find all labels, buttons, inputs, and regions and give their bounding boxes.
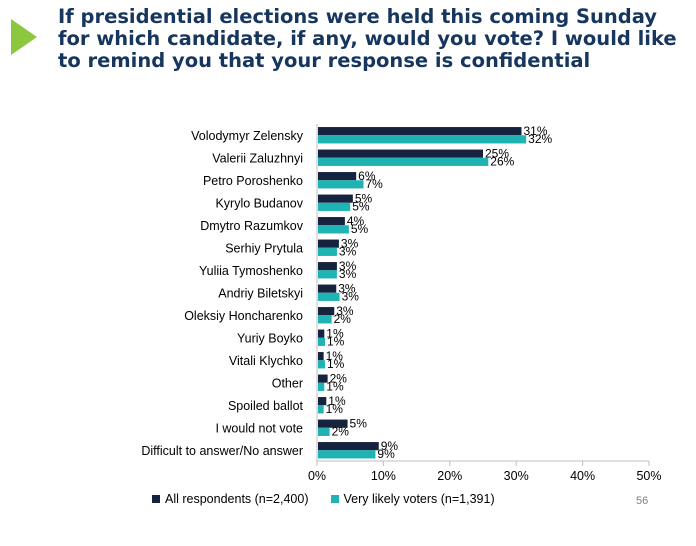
data-label: 2% <box>332 424 350 438</box>
category-label: Yuliia Tymoshenko <box>199 264 303 278</box>
category-label: Petro Poroshenko <box>203 174 303 188</box>
bar-very-likely-voters <box>318 360 325 369</box>
x-tick-label: 40% <box>570 469 595 483</box>
title-line-2: for which candidate, if any, would you v… <box>58 27 677 50</box>
bar-all-respondents <box>318 284 337 293</box>
data-label: 3% <box>336 304 354 318</box>
legend-label-all-respondents: All respondents (n=2,400) <box>165 492 309 506</box>
bar-all-respondents <box>318 397 327 406</box>
bar-very-likely-voters <box>318 135 527 144</box>
bar-very-likely-voters <box>318 427 330 436</box>
category-label: Dmytro Razumkov <box>200 219 304 233</box>
category-label: Volodymyr Zelensky <box>191 129 304 143</box>
category-label: Other <box>272 376 303 390</box>
data-label: 3% <box>341 236 359 250</box>
green-arrow-icon <box>11 19 37 55</box>
category-label: Yuriy Boyko <box>237 331 303 345</box>
x-tick-label: 30% <box>504 469 529 483</box>
data-label: 5% <box>355 191 373 205</box>
bar-very-likely-voters <box>318 270 337 279</box>
bar-all-respondents <box>318 307 335 316</box>
data-label: 3% <box>339 244 357 258</box>
bar-very-likely-voters <box>318 225 349 234</box>
chart-legend: All respondents (n=2,400) Very likely vo… <box>152 492 517 506</box>
data-label: 6% <box>358 169 376 183</box>
x-tick-label: 20% <box>437 469 462 483</box>
data-label: 1% <box>326 326 344 340</box>
category-label: Spoiled ballot <box>228 399 304 413</box>
bar-very-likely-voters <box>318 292 340 301</box>
bar-all-respondents <box>318 262 337 271</box>
data-label: 3% <box>339 267 357 281</box>
bar-very-likely-voters <box>318 405 324 414</box>
data-label: 5% <box>352 199 370 213</box>
bar-all-respondents <box>318 442 379 451</box>
bar-all-respondents <box>318 419 348 428</box>
bar-very-likely-voters <box>318 382 325 391</box>
data-label: 4% <box>347 214 365 228</box>
page-number: 56 <box>636 495 649 507</box>
data-label: 32% <box>528 132 552 146</box>
category-label: Andriy Biletskyi <box>218 286 303 300</box>
data-label: 3% <box>339 259 357 273</box>
bar-all-respondents <box>318 194 353 203</box>
data-label: 3% <box>338 281 356 295</box>
category-label: Difficult to answer/No answer <box>141 444 303 458</box>
data-label: 3% <box>342 289 360 303</box>
bar-all-respondents <box>318 172 357 181</box>
bar-all-respondents <box>318 239 339 248</box>
data-label: 9% <box>377 447 395 461</box>
category-label: Vitali Klychko <box>229 354 303 368</box>
title-line-1: If presidential elections were held this… <box>58 5 658 28</box>
legend-label-very-likely-voters: Very likely voters (n=1,391) <box>343 492 495 506</box>
x-tick-label: 50% <box>636 469 661 483</box>
data-label: 25% <box>485 146 509 160</box>
bar-all-respondents <box>318 217 345 226</box>
bar-all-respondents <box>318 149 483 158</box>
legend-item-all-respondents: All respondents (n=2,400) <box>152 492 309 506</box>
bar-all-respondents <box>318 374 328 383</box>
data-label: 31% <box>524 124 548 138</box>
data-label: 7% <box>365 177 383 191</box>
bar-all-respondents <box>318 127 522 136</box>
legend-swatch-all-respondents <box>152 495 160 503</box>
data-label: 2% <box>330 371 348 385</box>
data-label: 5% <box>351 222 369 236</box>
legend-swatch-very-likely-voters <box>330 495 339 503</box>
bar-very-likely-voters <box>318 157 489 166</box>
category-label: Kyrylo Budanov <box>215 196 303 210</box>
x-tick-label: 10% <box>371 469 396 483</box>
bar-all-respondents <box>318 329 325 338</box>
data-label: 1% <box>328 394 346 408</box>
x-tick-label: 0% <box>308 469 326 483</box>
bar-very-likely-voters <box>318 337 325 346</box>
data-label: 1% <box>326 402 344 416</box>
data-label: 1% <box>326 379 344 393</box>
category-label: Serhiy Prytula <box>225 241 303 255</box>
category-label: Oleksiy Honcharenko <box>184 309 303 323</box>
bar-very-likely-voters <box>318 202 351 211</box>
bar-very-likely-voters <box>318 247 337 256</box>
data-label: 1% <box>326 349 344 363</box>
bar-very-likely-voters <box>318 315 332 324</box>
legend-item-very-likely-voters: Very likely voters (n=1,391) <box>330 492 495 506</box>
bar-very-likely-voters <box>318 450 376 459</box>
bar-very-likely-voters <box>318 180 364 189</box>
data-label: 9% <box>381 439 399 453</box>
bar-all-respondents <box>318 352 324 361</box>
slide-title: If presidential elections were held this… <box>58 6 678 72</box>
data-label: 2% <box>334 312 352 326</box>
data-label: 1% <box>327 357 345 371</box>
data-label: 1% <box>327 334 345 348</box>
title-line-3: to remind you that your response is conf… <box>58 49 591 72</box>
category-label: Valerii Zaluzhnyi <box>212 151 303 165</box>
category-label: I would not vote <box>215 421 303 435</box>
data-label: 26% <box>490 154 514 168</box>
data-label: 5% <box>350 416 368 430</box>
